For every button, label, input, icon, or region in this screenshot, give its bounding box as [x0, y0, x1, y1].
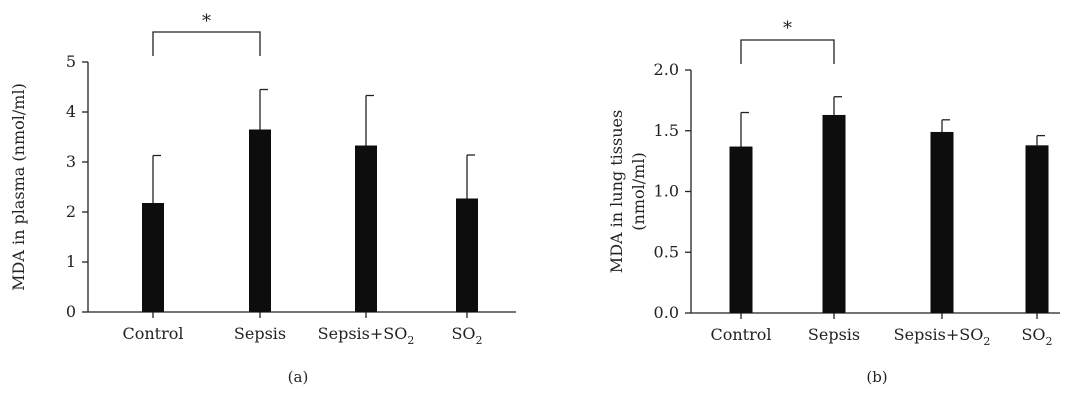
x-tick-label-subscript: 2 [983, 335, 990, 348]
x-tick-label-subscript: 2 [1046, 335, 1053, 348]
y-tick-label: 1.5 [654, 121, 679, 140]
y-tick-label: 3 [66, 152, 76, 171]
x-tick-label: Sepsis [808, 325, 860, 344]
panel-label: (a) [288, 368, 309, 386]
y-tick-label: 2 [66, 202, 76, 221]
significance-bracket [740, 39, 835, 64]
x-tick-label: Control [710, 325, 771, 344]
x-tick-label-subscript: 2 [407, 334, 414, 347]
x-tick-label-text: Sepsis [808, 325, 860, 344]
x-tick-label-text: SO [451, 324, 475, 343]
bar [249, 129, 271, 312]
significance-star: * [783, 18, 792, 39]
y-axis-title-line: (nmol/ml) [629, 152, 648, 230]
y-tick-label: 0.5 [654, 242, 679, 261]
x-tick-label-text: Sepsis+SO [894, 325, 984, 344]
y-tick-label: 1.0 [654, 182, 679, 201]
significance-bracket [152, 31, 261, 56]
bar [822, 114, 846, 313]
y-axis-title: MDA in lung tissues (nmol/ml) [607, 110, 648, 273]
x-tick-label-text: SO [1021, 325, 1045, 344]
y-tick-label: 0.0 [654, 303, 679, 322]
x-tick-label-text: Sepsis+SO [318, 324, 408, 343]
y-tick-label: 1 [66, 252, 76, 271]
x-tick-label: Sepsis [234, 324, 286, 343]
significance-star: * [202, 11, 211, 32]
bar [142, 203, 164, 312]
bar [355, 145, 377, 312]
x-tick-label: SO2 [451, 324, 482, 347]
bar [456, 198, 478, 312]
x-tick-label: Sepsis+SO2 [894, 325, 991, 348]
x-tick-label-text: Sepsis [234, 324, 286, 343]
bar [930, 131, 954, 313]
x-tick-label: Control [122, 324, 183, 343]
y-axis-title-line: MDA in lung tissues [607, 110, 626, 273]
y-axis-title: MDA in plasma (nmol/ml) [9, 83, 28, 291]
x-tick-label-subscript: 2 [476, 334, 483, 347]
bar [1025, 145, 1049, 313]
x-tick-label-text: Control [122, 324, 183, 343]
x-tick-label: Sepsis+SO2 [318, 324, 415, 347]
y-tick-label: 4 [66, 102, 76, 121]
y-tick-label: 2.0 [654, 60, 679, 79]
x-tick-label: SO2 [1021, 325, 1052, 348]
x-tick-label-text: Control [710, 325, 771, 344]
y-tick-label: 5 [66, 52, 76, 71]
panel-label: (b) [866, 368, 887, 386]
y-tick-label: 0 [66, 302, 76, 321]
bar [729, 146, 753, 313]
